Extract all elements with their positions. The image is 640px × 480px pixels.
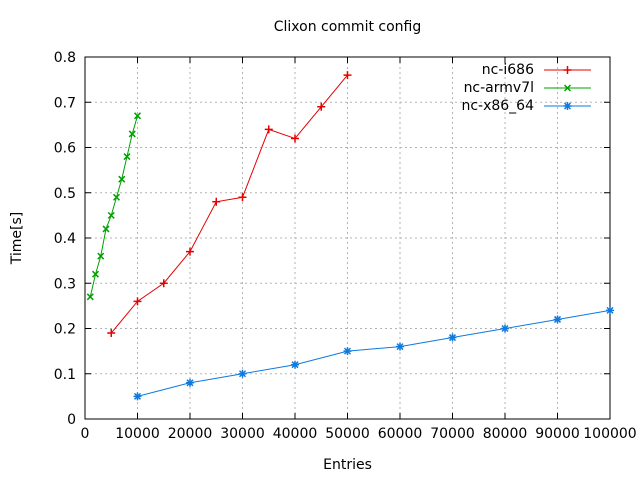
x-tick-label: 80000 <box>483 426 528 442</box>
y-tick-label: 0.8 <box>54 50 76 66</box>
series-line-nc-i686 <box>110 74 348 334</box>
x-tick-label: 20000 <box>168 426 213 442</box>
x-tick-label: 30000 <box>220 426 265 442</box>
legend-label: nc-armv7l <box>463 80 534 96</box>
x-tick-label: 70000 <box>430 426 475 442</box>
legend-sample-cross-icon <box>544 84 591 92</box>
legend: nc-i686 nc-armv7l nc-x86_64 <box>461 61 591 115</box>
x-axis-label: Entries <box>323 457 372 473</box>
y-tick-label: 0.6 <box>54 141 76 157</box>
legend-label: nc-i686 <box>481 62 534 78</box>
y-tick-label: 0 <box>67 412 76 428</box>
y-tick-label: 0.1 <box>54 367 76 383</box>
x-tick-label: 0 <box>81 426 90 442</box>
legend-item-nc-x86_64: nc-x86_64 <box>461 97 591 115</box>
x-tick-label: 90000 <box>535 426 580 442</box>
legend-sample-plus-icon <box>544 66 591 74</box>
series-line-nc-x86_64 <box>137 309 611 397</box>
legend-item-nc-armv7l: nc-armv7l <box>461 79 591 97</box>
x-tick-label: 10000 <box>115 426 160 442</box>
series-line-nc-armv7l <box>89 115 138 297</box>
legend-item-nc-i686: nc-i686 <box>461 61 591 79</box>
y-tick-label: 0.7 <box>54 95 76 111</box>
x-tick-label: 40000 <box>273 426 318 442</box>
y-tick-label: 0.5 <box>54 186 76 202</box>
x-tick-label: 100000 <box>583 426 636 442</box>
series-markers-nc-i686 <box>107 71 352 338</box>
series-markers-nc-armv7l <box>86 112 142 301</box>
legend-sample-star-icon <box>544 102 591 110</box>
legend-label: nc-x86_64 <box>461 98 534 114</box>
y-tick-label: 0.3 <box>54 276 76 292</box>
y-tick-label: 0.2 <box>54 322 76 338</box>
chart-title: Clixon commit config <box>273 19 422 35</box>
x-tick-label: 50000 <box>325 426 370 442</box>
x-tick-label: 60000 <box>378 426 423 442</box>
series-markers-nc-x86_64 <box>133 306 614 401</box>
y-tick-label: 0.4 <box>54 231 76 247</box>
